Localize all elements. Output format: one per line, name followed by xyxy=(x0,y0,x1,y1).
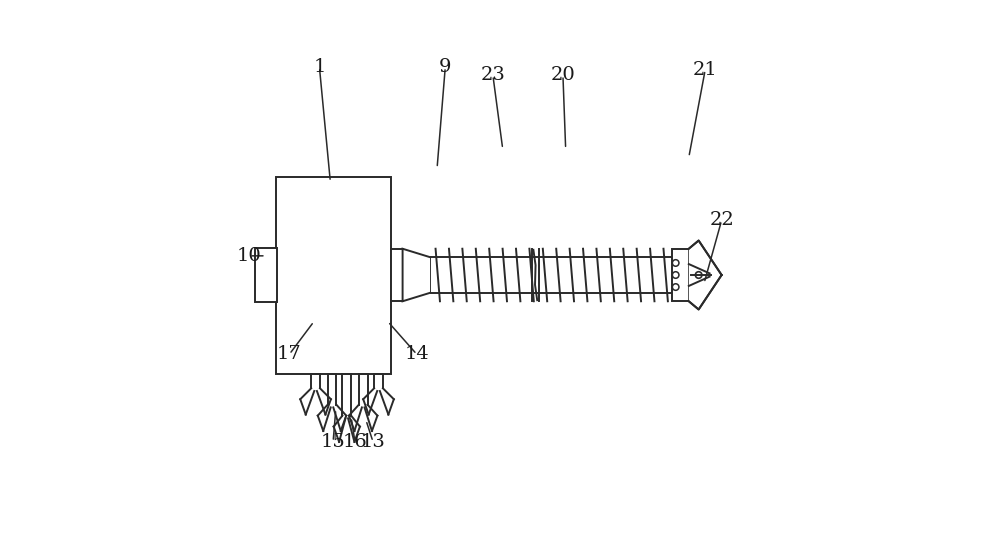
Text: 13: 13 xyxy=(361,433,385,451)
Text: 20: 20 xyxy=(551,66,575,84)
Bar xyxy=(431,257,672,293)
Text: 9: 9 xyxy=(439,58,452,76)
Text: 1: 1 xyxy=(313,58,326,76)
Text: 17: 17 xyxy=(277,345,302,364)
Text: 16: 16 xyxy=(343,433,367,451)
Polygon shape xyxy=(403,249,431,301)
Text: 23: 23 xyxy=(480,66,505,84)
Text: 15: 15 xyxy=(321,433,345,451)
Bar xyxy=(255,248,277,302)
Bar xyxy=(391,249,403,301)
Bar xyxy=(276,177,391,373)
Text: 21: 21 xyxy=(693,61,718,79)
Bar xyxy=(672,249,689,301)
Text: 10: 10 xyxy=(237,247,262,265)
Text: 14: 14 xyxy=(404,345,429,364)
Polygon shape xyxy=(689,240,722,310)
Text: 22: 22 xyxy=(709,211,734,229)
